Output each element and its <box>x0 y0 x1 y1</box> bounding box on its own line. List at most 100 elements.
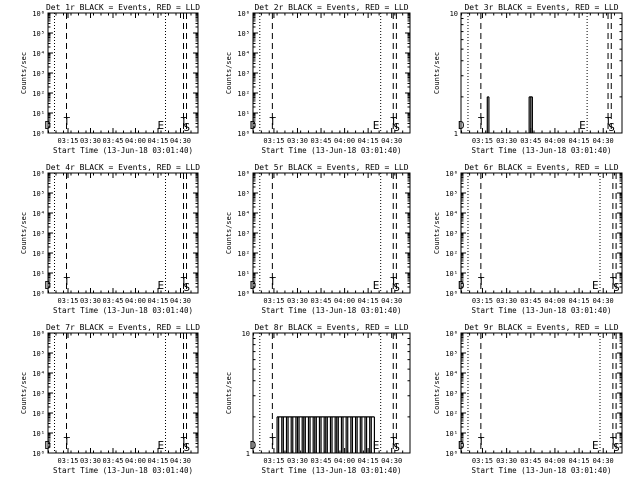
y-tick-label: 10⁰ <box>445 450 458 458</box>
x-tick-label: 03:45 <box>102 457 123 465</box>
time-marker-label: S <box>393 121 400 134</box>
x-tick-label: 04:00 <box>334 457 355 465</box>
time-marker-label: T <box>610 275 617 288</box>
time-marker-label: T <box>181 435 188 448</box>
time-marker-label: T <box>390 435 397 448</box>
time-marker-label: E <box>373 439 380 452</box>
x-tick-label: 03:45 <box>520 137 541 145</box>
time-marker-label: T <box>390 275 397 288</box>
time-marker-label: D <box>45 119 52 132</box>
chart-panel: Det 2r BLACK = Events, RED = LLD 10⁰ 10¹ 10… <box>225 3 411 155</box>
x-tick-label: 03:45 <box>520 457 541 465</box>
time-marker-label: E <box>158 119 165 132</box>
y-tick-label: 10⁵ <box>32 350 45 358</box>
y-tick-label: 10⁶ <box>32 170 45 178</box>
y-tick-label: 10⁴ <box>445 370 458 378</box>
y-tick-label: 10² <box>32 90 45 98</box>
x-tick-label: 03:30 <box>496 457 517 465</box>
y-tick-label: 10² <box>237 250 250 258</box>
time-marker-label: D <box>458 439 465 452</box>
x-tick-label: 04:15 <box>569 457 590 465</box>
x-tick-label: 04:30 <box>170 297 191 305</box>
time-marker-label: T <box>64 435 71 448</box>
chart-title: Det 5r BLACK = Events, RED = LLD <box>254 163 408 172</box>
y-tick-label: 10³ <box>445 390 458 398</box>
plot-frame <box>47 332 199 454</box>
chart-title: Det 9r BLACK = Events, RED = LLD <box>464 323 618 332</box>
y-tick-label: 10⁵ <box>445 190 458 198</box>
chart-panel: Det 1r BLACK = Events, RED = LLD 10⁰ 10¹ 10… <box>20 3 200 155</box>
y-tick-label: 10⁶ <box>237 10 250 18</box>
y-tick-label: 10² <box>445 250 458 258</box>
y-tick-label: 10⁰ <box>32 130 45 138</box>
x-tick-label: 04:00 <box>125 457 146 465</box>
x-tick-label: 04:30 <box>381 457 402 465</box>
y-tick-label: 10² <box>237 90 250 98</box>
chart-panel: Det 4r BLACK = Events, RED = LLD 10⁰ 10¹ 10… <box>20 163 200 315</box>
x-tick-label: 04:30 <box>381 137 402 145</box>
y-tick-label: 10⁶ <box>237 170 250 178</box>
time-marker-label: T <box>478 275 485 288</box>
y-tick-label: 1 <box>246 450 250 458</box>
y-tick-label: 10⁶ <box>445 330 458 338</box>
y-tick-label: 10⁰ <box>32 290 45 298</box>
chart-title: Det 8r BLACK = Events, RED = LLD <box>254 323 408 332</box>
y-tick-label: 10³ <box>32 70 45 78</box>
x-tick-label: 03:30 <box>496 137 517 145</box>
time-marker-label: T <box>478 435 485 448</box>
x-tick-label: 03:15 <box>57 457 78 465</box>
x-tick-label: 03:30 <box>287 457 308 465</box>
time-marker-label: E <box>592 439 599 452</box>
x-tick-label: 03:45 <box>102 137 123 145</box>
y-tick-label: 10⁵ <box>237 30 250 38</box>
y-tick-label: 10⁴ <box>237 50 250 58</box>
time-marker-label: S <box>613 281 620 294</box>
x-tick-label: 04:00 <box>334 297 355 305</box>
x-tick-label: 03:30 <box>496 297 517 305</box>
y-tick-label: 10 <box>242 330 250 338</box>
time-marker-label: T <box>269 115 276 128</box>
time-marker-label: T <box>181 275 188 288</box>
plot-frame <box>460 332 623 454</box>
x-tick-label: 04:30 <box>593 457 614 465</box>
x-tick-label: 04:00 <box>544 457 565 465</box>
x-tick-label: 03:30 <box>287 297 308 305</box>
x-tick-label: 03:45 <box>310 457 331 465</box>
chart-panel: Det 6r BLACK = Events, RED = LLD 10⁰ 10¹ 10… <box>433 163 623 315</box>
chart-title: Det 7r BLACK = Events, RED = LLD <box>46 323 200 332</box>
plot-frame <box>47 172 199 294</box>
y-axis-label: Counts/sec <box>225 212 233 254</box>
time-marker-label: T <box>269 275 276 288</box>
x-tick-label: 04:15 <box>147 297 168 305</box>
time-marker-label: T <box>64 275 71 288</box>
y-axis-label: Counts/sec <box>433 372 441 414</box>
plot-frame <box>47 12 199 134</box>
y-tick-label: 10 <box>450 10 458 18</box>
y-axis-label: Counts/sec <box>433 212 441 254</box>
x-axis-label: Start Time (13-Jun-18 03:01:40) <box>472 146 612 155</box>
chart-title: Det 3r BLACK = Events, RED = LLD <box>464 3 618 12</box>
x-tick-label: 03:30 <box>80 297 101 305</box>
x-tick-label: 03:45 <box>102 297 123 305</box>
time-marker-label: S <box>184 441 191 454</box>
x-tick-label: 04:15 <box>147 137 168 145</box>
x-tick-label: 03:45 <box>520 297 541 305</box>
time-marker-label: T <box>181 115 188 128</box>
x-tick-label: 04:00 <box>125 137 146 145</box>
y-tick-label: 10⁰ <box>32 450 45 458</box>
x-tick-label: 04:15 <box>358 297 379 305</box>
y-tick-label: 1 <box>454 130 458 138</box>
time-marker-label: S <box>393 441 400 454</box>
x-tick-label: 03:15 <box>57 137 78 145</box>
x-tick-label: 04:00 <box>544 137 565 145</box>
y-tick-label: 10¹ <box>445 430 458 438</box>
time-marker-label: E <box>579 119 586 132</box>
y-tick-label: 10¹ <box>237 270 250 278</box>
y-tick-label: 10⁴ <box>237 210 250 218</box>
plot-frame <box>252 12 411 134</box>
y-tick-label: 10² <box>32 250 45 258</box>
time-marker-label: E <box>158 279 165 292</box>
x-tick-label: 03:15 <box>263 457 284 465</box>
x-tick-label: 04:30 <box>170 457 191 465</box>
